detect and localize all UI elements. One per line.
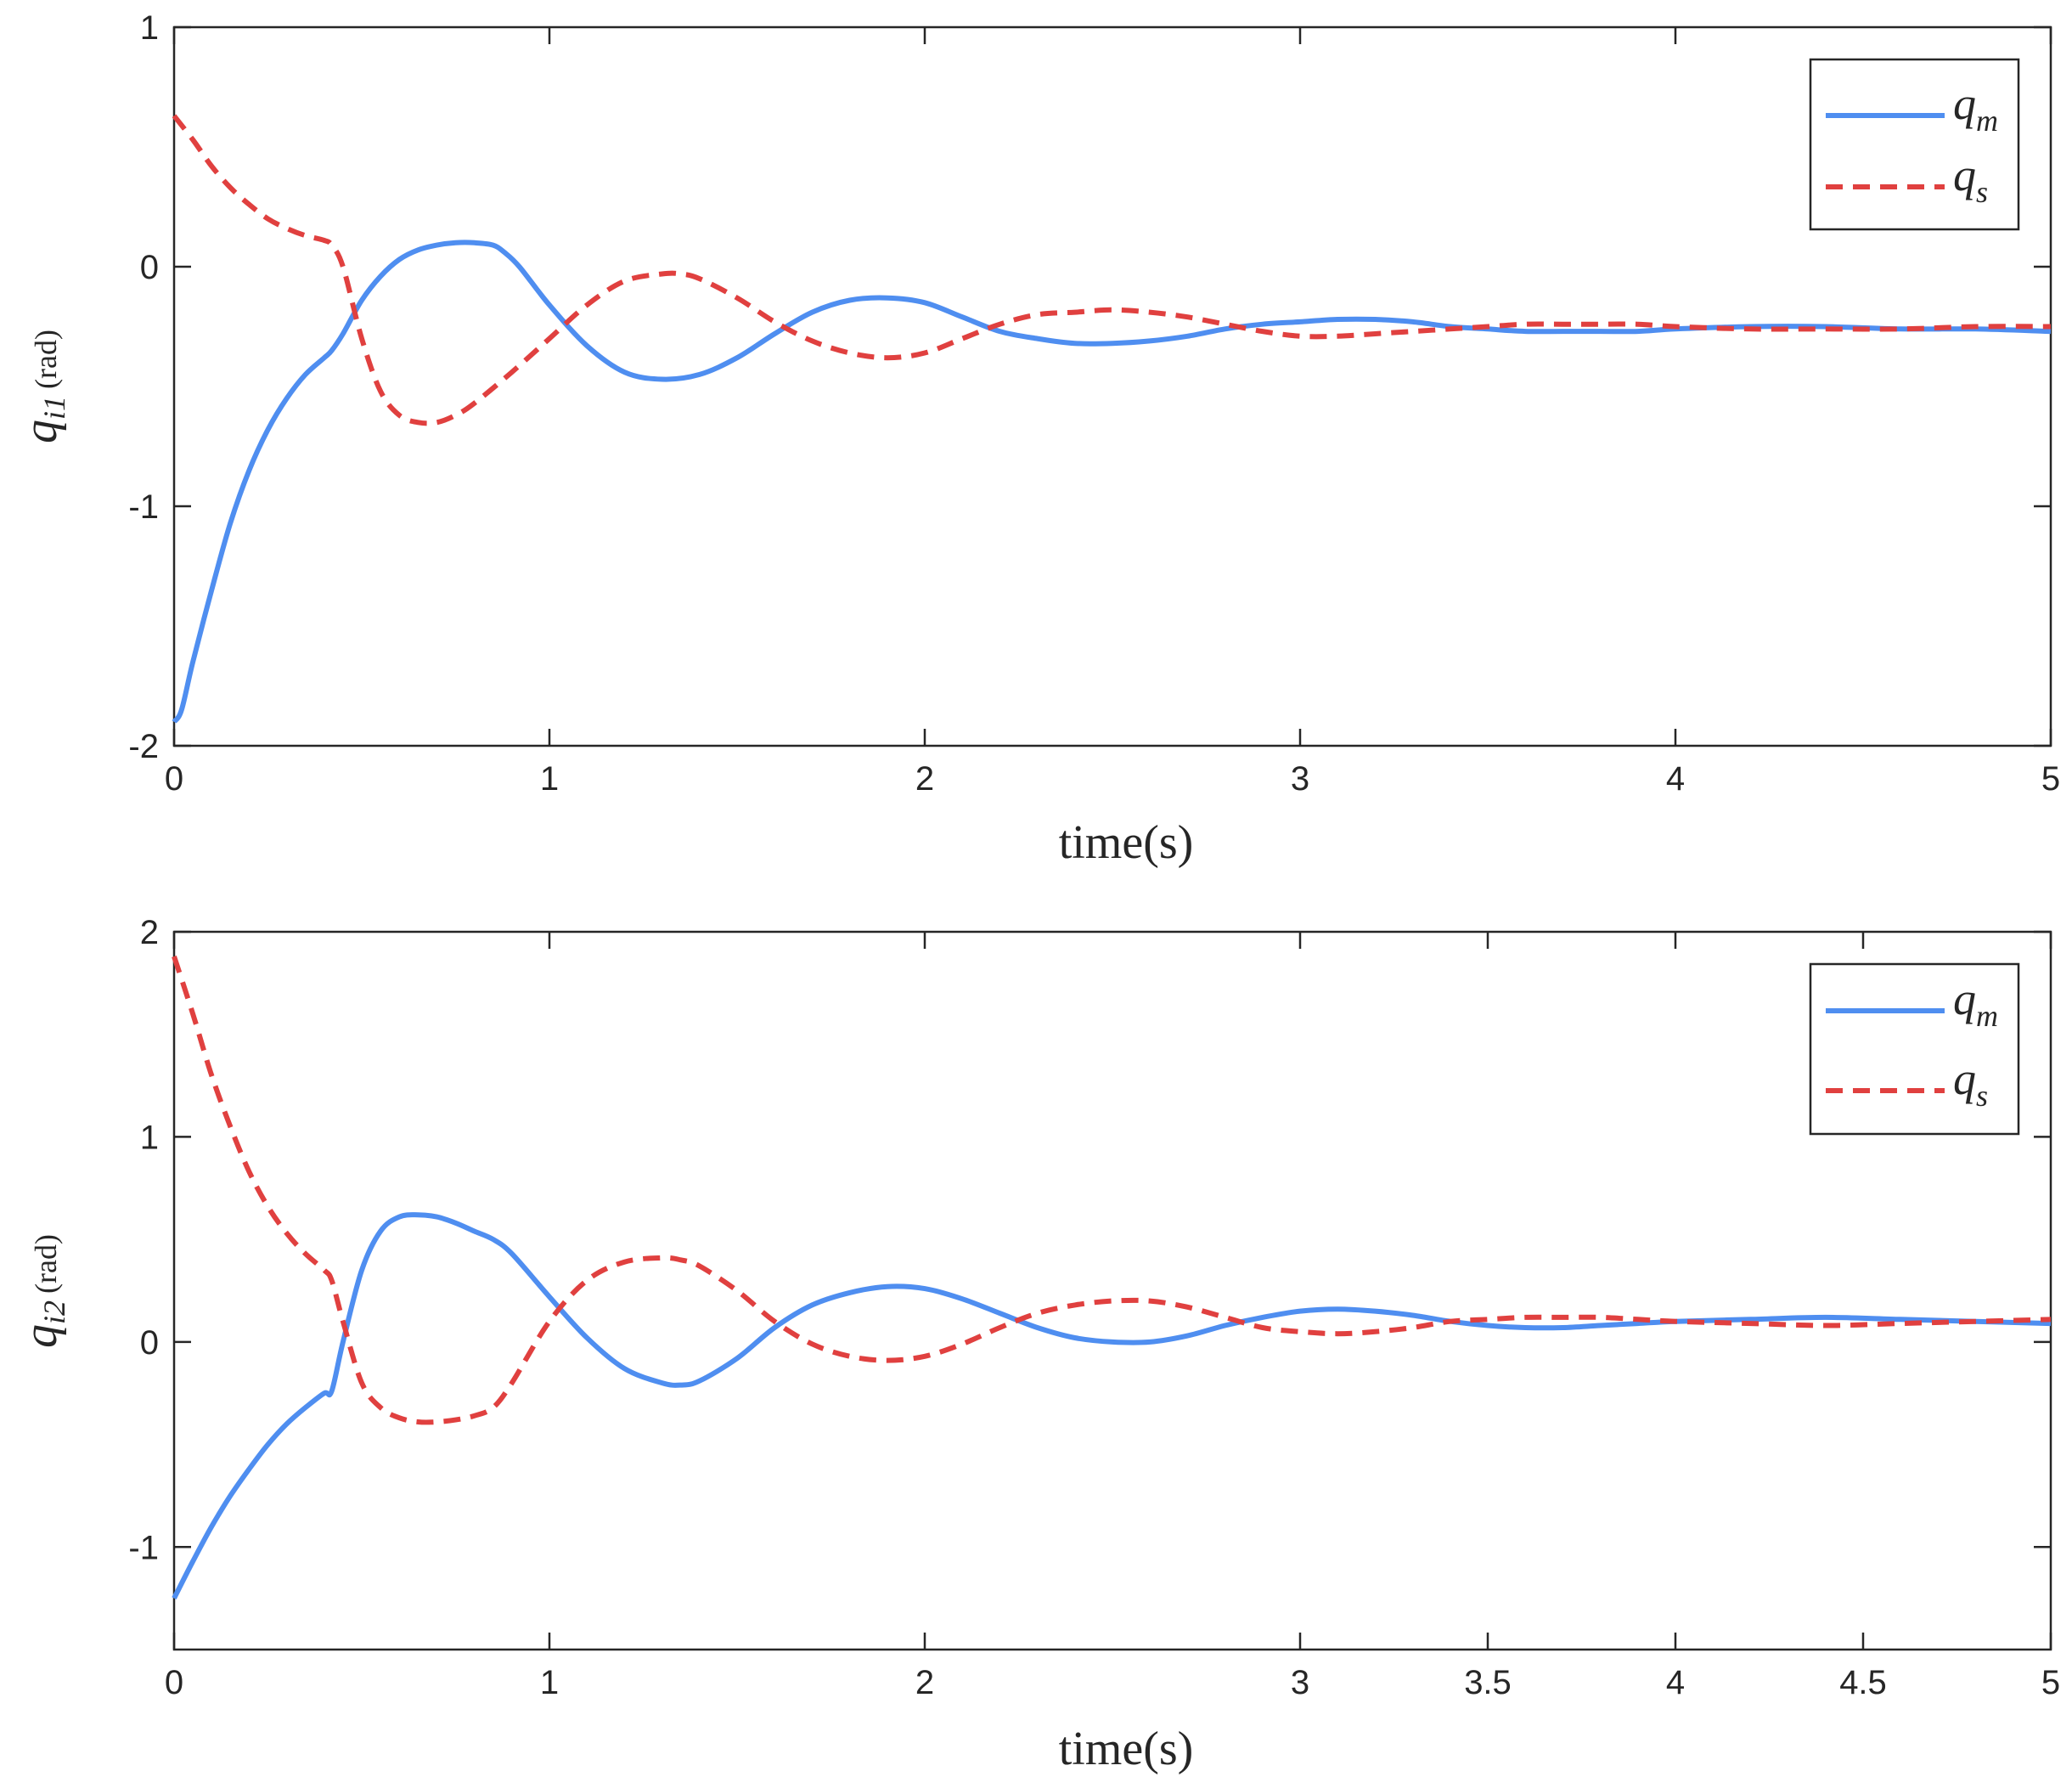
- y-axis-label-bottom: qi2 (rad): [14, 1234, 71, 1348]
- x-tick-label-top: 0: [165, 760, 183, 798]
- series-line-q-s-top: [172, 114, 2052, 426]
- series-line-q-m-top: [172, 240, 2052, 724]
- chart-top: 0 1 2 3 4 5 -2 -1 0 1 time(s) qi1 (rad) qm qs: [14, 9, 2060, 869]
- chart-bottom: 0 1 2 3 3.5 4 4.5 5 -1 0 1 2 time(s) qi2 (rad) qm q…: [14, 914, 2060, 1775]
- x-axis-label-bottom: time(s): [1059, 1723, 1194, 1775]
- x-tick-label-bottom: 3.5: [1464, 1664, 1512, 1701]
- x-tick-labels-bottom: 0 1 2 3 3.5 4 4.5 5: [165, 1664, 2060, 1701]
- tick-marks-bottom: [172, 930, 2052, 1650]
- series-top: [172, 114, 2052, 724]
- y-tick-label-top: 0: [140, 249, 159, 286]
- x-axis-label-top: time(s): [1059, 816, 1194, 869]
- y-tick-label-bottom: 2: [140, 914, 159, 951]
- legend-box-top: [1809, 58, 2020, 231]
- y-tick-label-top: -2: [128, 728, 159, 765]
- x-tick-label-top: 3: [1291, 760, 1309, 798]
- x-tick-label-bottom: 4: [1666, 1664, 1685, 1701]
- y-tick-label-bottom: 1: [140, 1119, 159, 1156]
- legend-label-q-s-top: qs: [1953, 149, 1988, 209]
- series-line-q-m-bottom: [172, 1212, 2052, 1599]
- y-tick-label-top: 1: [140, 9, 159, 47]
- x-tick-label-bottom: 0: [165, 1664, 183, 1701]
- x-tick-label-top: 5: [2041, 760, 2060, 798]
- y-axis-label-unit-bottom: (rad): [29, 1234, 63, 1294]
- plot-frame-top: [172, 25, 2052, 747]
- series-line-q-s-bottom: [172, 956, 2052, 1425]
- x-tick-label-bottom: 1: [540, 1664, 559, 1701]
- y-tick-labels-top: -2 -1 0 1: [128, 9, 159, 765]
- x-tick-label-bottom: 4.5: [1839, 1664, 1887, 1701]
- x-tick-label-top: 2: [915, 760, 934, 798]
- legend-bottom: qm qs: [1809, 962, 2020, 1136]
- tick-marks-top: [172, 25, 2052, 747]
- legend-label-q-m-top: qm: [1953, 78, 1998, 138]
- series-bottom: [172, 956, 2052, 1599]
- plot-frame-bottom: [172, 930, 2052, 1651]
- y-axis-label-subscript-bottom: i2: [37, 1300, 71, 1324]
- y-axis-label-symbol-bottom: q: [14, 1324, 67, 1348]
- y-axis-label-subscript-top: i1: [37, 396, 71, 420]
- legend-top: qm qs: [1809, 58, 2020, 231]
- legend-label-q-m-bottom: qm: [1953, 973, 1998, 1033]
- y-axis-label-unit-top: (rad): [29, 330, 63, 389]
- legend-label-q-s-bottom: qs: [1953, 1053, 1988, 1113]
- y-axis-label-top: qi1 (rad): [14, 330, 71, 443]
- x-tick-label-bottom: 2: [915, 1664, 934, 1701]
- y-axis-label-symbol-top: q: [14, 420, 67, 443]
- y-tick-label-bottom: 0: [140, 1324, 159, 1362]
- legend-box-bottom: [1809, 962, 2020, 1136]
- y-tick-label-top: -1: [128, 488, 159, 526]
- x-tick-label-bottom: 5: [2041, 1664, 2060, 1701]
- x-tick-label-bottom: 3: [1291, 1664, 1309, 1701]
- y-tick-label-bottom: -1: [128, 1529, 159, 1566]
- x-tick-label-top: 4: [1666, 760, 1685, 798]
- y-tick-labels-bottom: -1 0 1 2: [128, 914, 159, 1566]
- x-tick-label-top: 1: [540, 760, 559, 798]
- x-tick-labels-top: 0 1 2 3 4 5: [165, 760, 2060, 798]
